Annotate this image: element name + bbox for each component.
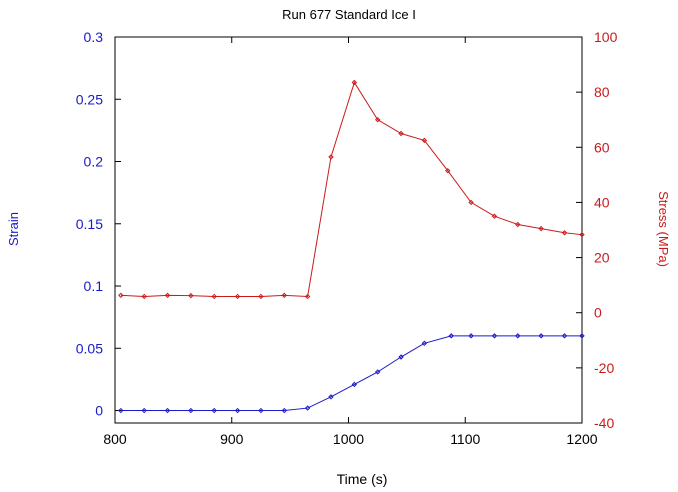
y-left-tick-label: 0.3 — [84, 29, 104, 45]
stress-point — [491, 213, 498, 219]
stress-point — [351, 79, 358, 86]
stress-point — [421, 137, 428, 144]
left-y-axis: 0 0.05 0.1 0.15 0.2 0.25 0.3 — [76, 29, 121, 419]
strain-point — [491, 333, 498, 339]
y-left-tick-label: 0.15 — [76, 216, 103, 232]
strain-point — [141, 407, 147, 414]
stress-point — [188, 292, 194, 299]
stress-point — [118, 292, 124, 299]
x-tick-label: 900 — [220, 431, 244, 447]
y-right-tick-label: -40 — [594, 415, 614, 431]
y-right-tick-label: -20 — [594, 360, 614, 376]
right-y-axis: -40 -20 0 20 40 60 80 100 — [576, 29, 618, 431]
strain-point — [538, 333, 544, 339]
y-right-tick-label: 80 — [594, 84, 610, 100]
chart-title: Run 677 Standard Ice I — [282, 7, 416, 22]
stress-point — [561, 230, 568, 236]
plot-frame — [114, 36, 583, 424]
y-left-tick-label: 0.2 — [84, 154, 104, 170]
y-right-tick-label: 0 — [594, 305, 602, 321]
stress-point — [328, 154, 334, 160]
strain-point — [468, 333, 474, 339]
strain-point — [561, 333, 568, 339]
y-right-tick-label: 20 — [594, 250, 610, 266]
strain-point — [118, 407, 124, 414]
stress-point — [164, 292, 171, 299]
stress-point — [374, 117, 381, 123]
y-left-tick-label: 0 — [95, 403, 103, 419]
stress-point — [398, 130, 404, 137]
stress-point — [468, 199, 474, 206]
left-y-axis-label: Strain — [6, 212, 21, 246]
strain-point — [304, 405, 311, 411]
y-right-tick-label: 40 — [594, 194, 610, 210]
y-left-tick-label: 0.1 — [84, 278, 104, 294]
strain-point — [328, 394, 334, 400]
x-tick-label: 800 — [103, 431, 127, 447]
stress-point — [515, 221, 521, 228]
strain-point — [234, 407, 241, 414]
stress-point — [304, 293, 311, 300]
strain-point — [164, 407, 171, 414]
stress-point — [445, 168, 451, 174]
strain-point — [258, 407, 264, 414]
x-tick-label: 1000 — [333, 431, 364, 447]
strain-point — [579, 333, 585, 339]
y-right-tick-label: 100 — [594, 29, 618, 45]
y-right-tick-label: 60 — [594, 139, 610, 155]
strain-point — [515, 333, 521, 339]
y-left-tick-label: 0.05 — [76, 340, 103, 356]
stress-point — [234, 293, 241, 300]
y-left-tick-label: 0.25 — [76, 91, 103, 107]
series-layer — [118, 79, 585, 414]
x-tick-label: 1200 — [566, 431, 597, 447]
strain-point — [421, 340, 428, 347]
stress-point — [538, 225, 544, 232]
x-axis: 800 900 1000 1100 1200 — [103, 37, 598, 447]
strain-point — [448, 333, 454, 339]
right-y-axis-label: Stress (MPa) — [656, 191, 671, 267]
x-tick-label: 1100 — [450, 431, 480, 447]
stress-point — [141, 293, 147, 300]
stress-point — [211, 293, 217, 300]
stress-line — [120, 81, 583, 297]
stress-point — [281, 292, 287, 299]
stress-point — [579, 231, 585, 238]
x-axis-label: Time (s) — [337, 471, 388, 487]
strain-point — [398, 354, 404, 360]
strain-point — [351, 381, 358, 388]
stress-point — [258, 293, 264, 300]
strain-point — [281, 407, 287, 414]
strain-line — [120, 335, 582, 412]
strain-point — [374, 369, 381, 375]
strain-point — [188, 407, 194, 414]
strain-point — [211, 407, 217, 414]
